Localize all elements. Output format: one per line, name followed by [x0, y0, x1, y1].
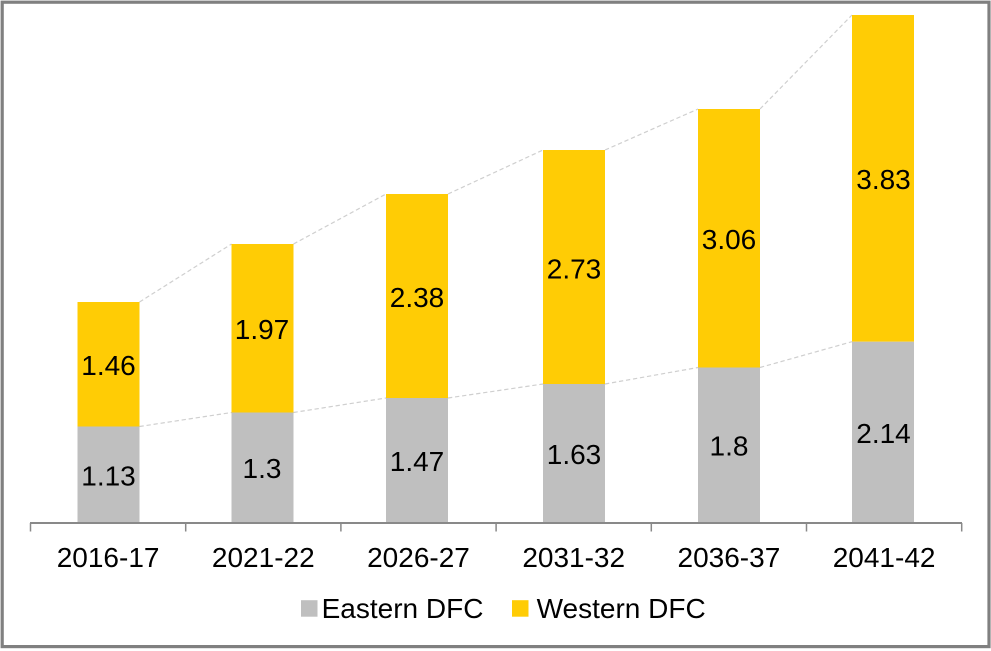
svg-text:3.06: 3.06 [702, 224, 757, 255]
svg-text:Eastern DFC: Eastern DFC [322, 593, 484, 624]
svg-text:2.14: 2.14 [856, 418, 911, 449]
svg-text:2041-42: 2041-42 [833, 542, 936, 573]
svg-text:2026-27: 2026-27 [367, 542, 470, 573]
svg-text:2016-17: 2016-17 [57, 542, 160, 573]
svg-text:1.13: 1.13 [81, 461, 136, 492]
svg-text:1.63: 1.63 [547, 439, 602, 470]
svg-text:2031-32: 2031-32 [522, 542, 625, 573]
svg-text:2.38: 2.38 [390, 282, 445, 313]
svg-text:2036-37: 2036-37 [678, 542, 781, 573]
svg-text:1.8: 1.8 [710, 431, 749, 462]
svg-text:1.3: 1.3 [243, 453, 282, 484]
svg-text:1.46: 1.46 [81, 350, 136, 381]
svg-text:3.83: 3.83 [856, 164, 911, 195]
svg-text:2021-22: 2021-22 [212, 542, 315, 573]
svg-text:1.97: 1.97 [235, 314, 290, 345]
svg-text:2.73: 2.73 [547, 254, 602, 285]
svg-text:Western DFC: Western DFC [537, 593, 706, 624]
svg-text:1.47: 1.47 [390, 446, 445, 477]
